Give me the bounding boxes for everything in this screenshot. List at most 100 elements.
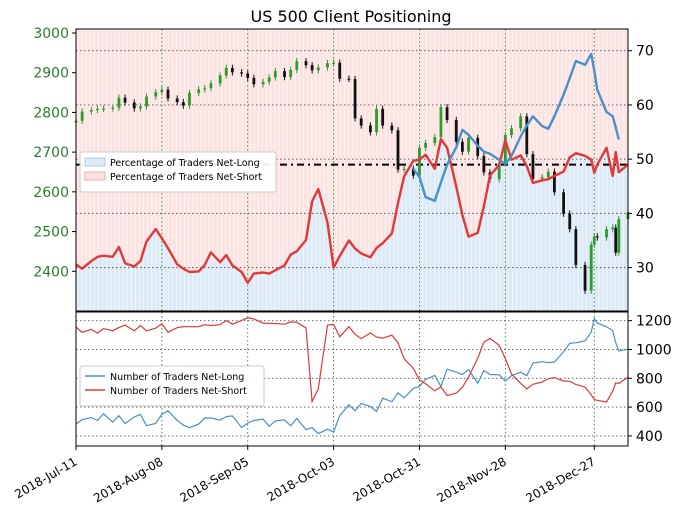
short-fill-band — [108, 29, 117, 257]
short-fill-band — [572, 29, 581, 154]
long-fill-band — [365, 257, 374, 311]
candle-body — [390, 125, 394, 131]
long-fill-band — [215, 262, 224, 311]
long-fill-band — [79, 268, 88, 311]
candle-body — [267, 77, 271, 82]
candle-body — [139, 106, 142, 109]
short-fill-band — [617, 29, 624, 173]
long-fill-band — [358, 253, 367, 311]
candle-body — [605, 229, 608, 238]
price-axis-label: 2400 — [33, 264, 69, 280]
legend-swatch — [84, 171, 106, 181]
short-fill-band — [223, 29, 230, 256]
short-fill-band — [516, 29, 525, 156]
candle-body — [145, 96, 148, 107]
candle-body — [461, 141, 464, 152]
long-fill-band — [617, 172, 624, 311]
candle-body — [96, 108, 99, 111]
candle-body — [203, 88, 207, 90]
candle-body — [553, 171, 556, 193]
short-fill-band — [352, 29, 359, 249]
long-fill-band — [129, 266, 138, 311]
pct-axis-label: 30 — [636, 261, 654, 277]
long-fill-band — [473, 232, 482, 311]
short-fill-band — [79, 29, 88, 269]
short-fill-band — [609, 29, 615, 176]
candle-body — [433, 137, 437, 143]
candle-body — [252, 77, 256, 85]
candle-body — [338, 62, 342, 79]
long-fill-band — [279, 265, 288, 311]
candle-body — [510, 128, 513, 136]
count-axis-label: 600 — [636, 400, 663, 416]
top-legend: Percentage of Traders Net-Long Percentage… — [79, 151, 277, 193]
bottom-legend: Number of Traders Net-Long Number of Trad… — [79, 365, 265, 407]
count-axis-label: 1200 — [636, 314, 672, 330]
candle-body — [132, 102, 136, 109]
candle-body — [261, 81, 265, 85]
candle-body — [332, 62, 335, 64]
candle-body — [562, 192, 565, 214]
short-fill-band — [551, 29, 560, 176]
candle-body — [497, 162, 501, 180]
long-fill-band — [551, 175, 560, 311]
legend-label: Percentage of Traders Net-Long — [110, 158, 260, 169]
legend-swatch — [84, 157, 106, 167]
short-fill-band — [365, 29, 374, 258]
candle-body — [273, 71, 277, 78]
candle-body — [316, 67, 320, 71]
candle-body — [111, 107, 115, 109]
top-legend-box — [79, 151, 277, 193]
candle-body — [482, 156, 486, 173]
long-fill-band — [207, 252, 216, 311]
pct-axis-label: 70 — [636, 44, 654, 60]
candle-body — [154, 92, 158, 97]
short-fill-band — [122, 29, 131, 264]
long-fill-band — [244, 282, 252, 311]
candle-body — [89, 110, 93, 112]
long-fill-band — [180, 268, 187, 311]
legend-label: Number of Traders Net-Short — [110, 386, 247, 397]
candle-body — [592, 236, 596, 245]
count-axis-label: 400 — [636, 429, 663, 445]
candle-body — [595, 236, 599, 238]
short-fill-band — [559, 29, 568, 172]
long-fill-band — [494, 165, 503, 311]
candle-body — [347, 78, 351, 80]
long-fill-band — [108, 256, 117, 311]
short-fill-band — [129, 29, 138, 267]
legend-label: Percentage of Traders Net-Short — [110, 172, 262, 183]
long-fill-band — [580, 155, 589, 311]
short-fill-band — [408, 29, 417, 161]
short-fill-band — [473, 29, 482, 233]
date-axis-label: 2018-Dec-27 — [523, 454, 597, 505]
short-fill-band — [486, 29, 495, 176]
short-fill-band — [164, 29, 173, 249]
long-fill-band — [151, 229, 160, 311]
long-fill-band — [373, 248, 380, 311]
long-fill-band — [459, 215, 466, 311]
candle-body — [531, 154, 535, 179]
short-fill-band — [623, 29, 629, 165]
short-fill-band — [272, 29, 281, 271]
candle-body — [304, 61, 308, 66]
panel-frames — [75, 28, 629, 447]
candle-body — [353, 79, 357, 119]
count-axis-label: 1000 — [636, 342, 672, 358]
short-fill-band — [293, 29, 302, 252]
long-fill-band — [408, 160, 417, 311]
short-fill-band — [137, 29, 144, 262]
count-axis-label: 800 — [636, 371, 663, 387]
short-fill-band — [437, 29, 445, 140]
candle-body — [467, 137, 470, 152]
price-axis-label: 2800 — [33, 105, 69, 121]
long-fill-band — [237, 271, 246, 311]
short-fill-band — [387, 29, 396, 234]
candle-body — [568, 213, 572, 230]
price-axis-label: 3000 — [33, 26, 69, 42]
candle-body — [617, 219, 621, 253]
candle-body — [209, 83, 213, 89]
candle-body — [525, 116, 529, 155]
candle-body — [295, 61, 299, 70]
candle-body — [574, 229, 578, 265]
